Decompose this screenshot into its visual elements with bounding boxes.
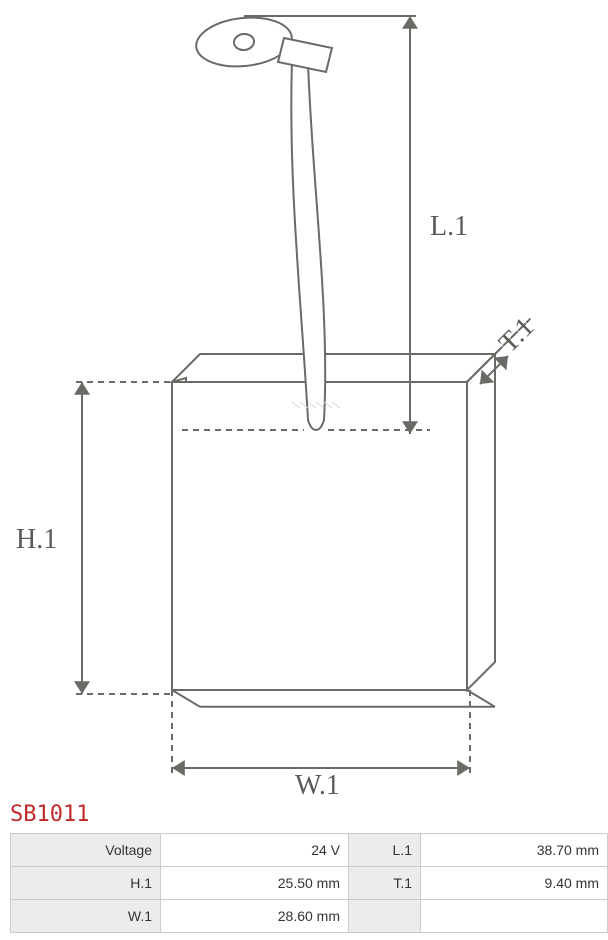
svg-text:L.1: L.1 — [430, 211, 468, 242]
svg-text:T.1: T.1 — [493, 312, 540, 359]
spec-value: 38.70 mm — [421, 834, 608, 867]
dimension-diagram: L.1 H.1 W.1 T.1 — [0, 0, 608, 800]
spec-table: Voltage24 VL.138.70 mmH.125.50 mmT.19.40… — [10, 833, 608, 933]
spec-label: L.1 — [349, 834, 421, 867]
svg-text:H.1: H.1 — [16, 524, 57, 555]
spec-label: H.1 — [11, 867, 161, 900]
part-number-title: SB1011 — [0, 800, 608, 833]
spec-label — [349, 900, 421, 933]
spec-value — [421, 900, 608, 933]
spec-value: 25.50 mm — [161, 867, 349, 900]
spec-label: W.1 — [11, 900, 161, 933]
spec-value: 24 V — [161, 834, 349, 867]
spec-label: T.1 — [349, 867, 421, 900]
svg-text:W.1: W.1 — [295, 770, 340, 800]
spec-value: 28.60 mm — [161, 900, 349, 933]
spec-row: W.128.60 mm — [11, 900, 608, 933]
spec-value: 9.40 mm — [421, 867, 608, 900]
spec-row: Voltage24 VL.138.70 mm — [11, 834, 608, 867]
spec-row: H.125.50 mmT.19.40 mm — [11, 867, 608, 900]
spec-label: Voltage — [11, 834, 161, 867]
